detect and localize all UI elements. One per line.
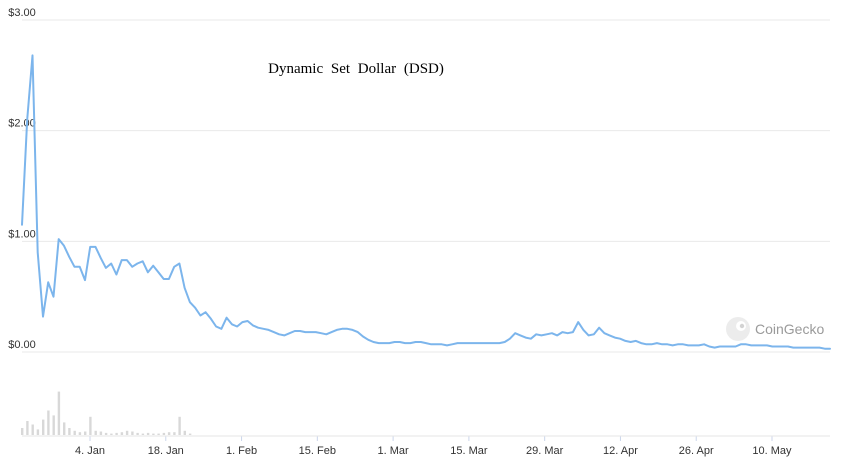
y-axis-ticks: $3.00 $2.00 $1.00 $0.00 [8,7,36,351]
volume-bar [94,430,97,435]
volume-bar [146,432,150,435]
x-tick-label: 18. Jan [148,445,184,457]
volume-bar [26,421,29,435]
volume-bar [63,422,66,435]
price-series [21,54,831,350]
volume-bar [173,432,176,435]
volume-bar [78,432,82,435]
chart-title: Dynamic Set Dollar (DSD) [268,61,444,77]
volume-bars [21,391,192,435]
volume-bar [167,432,171,435]
volume-bar [99,431,103,435]
volume-bar [183,430,186,435]
volume-bar [89,416,92,435]
y-tick-label: $1.00 [8,228,36,240]
volume-bar [188,433,192,435]
volume-bar [42,419,45,435]
volume-bar [157,433,160,435]
volume-bar [110,433,113,435]
gridlines [22,19,830,353]
volume-bar [120,432,124,435]
coingecko-watermark: CoinGecko [726,317,824,341]
watermark-text: CoinGecko [755,321,824,337]
volume-bar [36,429,40,435]
x-tick-label: 1. Mar [378,445,410,457]
x-tick-label: 29. Mar [526,445,564,457]
volume-bar [125,430,129,435]
volume-bar [57,391,61,435]
y-tick-label: $0.00 [8,339,36,351]
volume-bar [131,431,134,435]
y-tick-label: $3.00 [8,7,36,19]
volume-bar [73,430,76,435]
x-tick-label: 1. Feb [226,445,257,457]
price-line [21,54,831,350]
volume-bar [162,432,166,435]
x-tick-label: 26. Apr [679,445,714,457]
x-tick-label: 12. Apr [603,445,638,457]
x-tick-label: 15. Mar [450,445,488,457]
x-axis-ticks: 4. Jan 18. Jan 1. Feb 15. Feb 1. Mar 15. Mar 2… [22,435,830,457]
volume-bar [141,433,145,435]
volume-bar [21,428,24,435]
volume-bar [152,433,155,435]
x-tick-label: 10. May [752,445,792,457]
y-tick-label: $2.00 [8,118,36,130]
volume-bar [136,432,139,435]
volume-bar [31,424,34,435]
x-tick-label: 15. Feb [299,445,336,457]
volume-bar [104,432,108,435]
volume-bar [47,410,50,435]
volume-bar [84,431,87,435]
x-tick-label: 4. Jan [75,445,105,457]
gecko-logo-icon [726,317,750,341]
volume-bar [68,428,71,435]
volume-bar [52,415,55,435]
volume-bar [115,432,118,435]
volume-bar [178,416,181,435]
